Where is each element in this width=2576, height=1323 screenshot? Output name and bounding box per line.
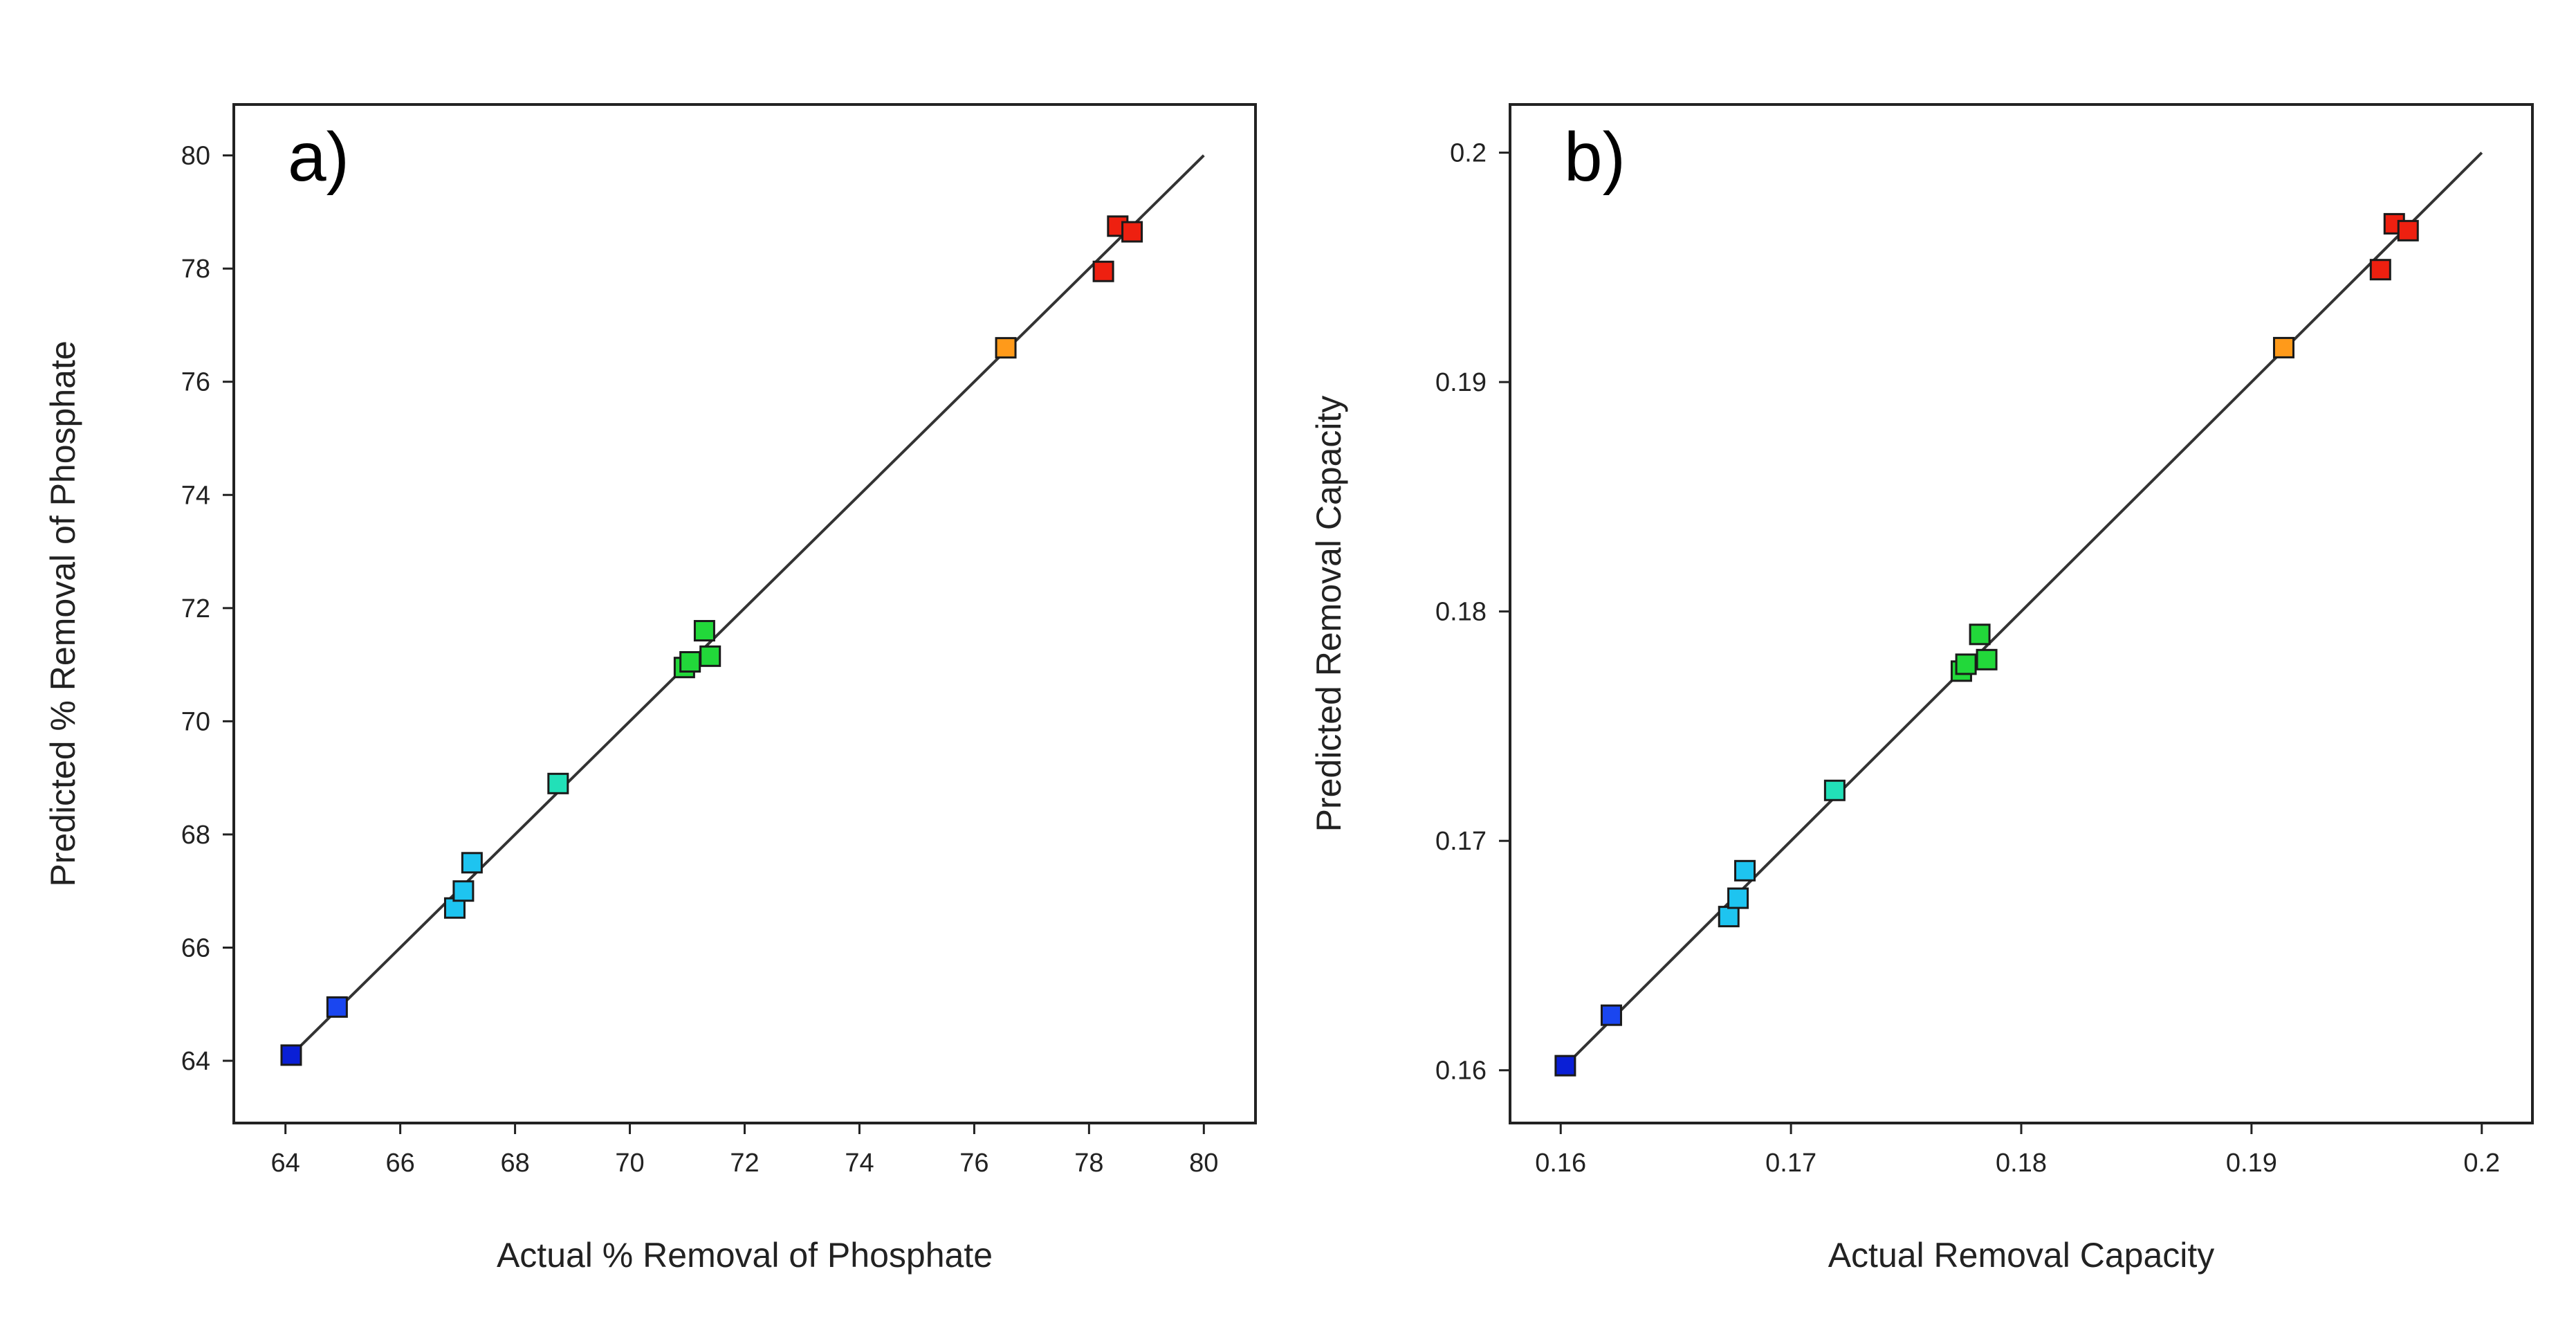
data-point (1554, 1055, 1576, 1077)
x-tick-label: 80 (1189, 1149, 1218, 1178)
data-point (699, 645, 721, 667)
data-point (1092, 260, 1114, 282)
y-tick-label: 66 (181, 933, 210, 962)
data-point (1718, 906, 1740, 928)
x-tick-label: 0.19 (2226, 1149, 2277, 1178)
fit-line (1559, 152, 2483, 1072)
panel-a: 64 66 68 70 72 74 76 78 80 64 66 68 70 72 74 76 78 80 Actu… (44, 103, 1257, 1275)
x-tick-label: 64 (271, 1149, 300, 1178)
data-point (679, 651, 701, 673)
x-tick-label: 0.2 (2463, 1149, 2500, 1178)
data-point (1727, 887, 1749, 909)
x-tick-label: 0.17 (1765, 1149, 1816, 1178)
fit-line (284, 154, 1205, 1062)
x-tick-label: 78 (1074, 1149, 1103, 1178)
data-point (995, 337, 1017, 359)
data-point (693, 620, 715, 642)
data-point (326, 996, 348, 1018)
y-tick-label: 70 (181, 707, 210, 736)
data-point (2272, 336, 2294, 358)
data-point (452, 880, 475, 902)
y-tick-label: 64 (181, 1047, 210, 1076)
x-tick-label: 76 (959, 1149, 988, 1178)
data-point (1969, 623, 1991, 646)
y-tick-label: 68 (181, 821, 210, 850)
x-tick-label: 74 (845, 1149, 874, 1178)
data-point (2397, 219, 2419, 241)
y-axis-label: Predicted Removal Capacity (1309, 396, 1348, 832)
data-point (2369, 259, 2391, 281)
x-axis-label: Actual % Removal of Phosphate (497, 1236, 993, 1275)
data-point (1955, 653, 1977, 675)
panel-label: a) (288, 118, 349, 196)
y-tick-label: 0.2 (1450, 139, 1487, 168)
y-tick-label: 0.19 (1435, 368, 1487, 397)
y-tick-label: 80 (181, 142, 210, 171)
x-axis-label: Actual Removal Capacity (1828, 1236, 2215, 1275)
x-tick-label: 0.18 (1996, 1149, 2047, 1178)
panel-label: b) (1564, 118, 1626, 196)
data-point (1823, 779, 1846, 801)
data-point (1734, 859, 1756, 882)
x-tick-label: 68 (500, 1149, 529, 1178)
y-tick-label: 78 (181, 255, 210, 284)
y-axis-label: Predicted % Removal of Phosphate (44, 340, 82, 886)
x-tick-label: 66 (385, 1149, 414, 1178)
y-tick-label: 0.17 (1435, 827, 1487, 856)
x-tick-label: 70 (615, 1149, 644, 1178)
y-tick-label: 72 (181, 594, 210, 623)
data-point (461, 852, 483, 874)
data-point (1121, 221, 1143, 243)
data-point (280, 1044, 302, 1066)
data-point (1600, 1004, 1622, 1026)
data-point (1976, 648, 1998, 670)
y-tick-label: 0.16 (1435, 1057, 1487, 1086)
data-point (547, 772, 569, 794)
y-tick-label: 0.18 (1435, 598, 1487, 627)
panel-b: 0.16 0.17 0.18 0.19 0.2 0.16 0.17 0.18 0.19 0.2 Ac… (1309, 103, 2534, 1275)
x-tick-label: 72 (730, 1149, 759, 1178)
y-tick-label: 74 (181, 481, 210, 510)
plot-area (1509, 103, 2534, 1124)
x-tick-label: 0.16 (1535, 1149, 1586, 1178)
y-tick-label: 76 (181, 368, 210, 397)
